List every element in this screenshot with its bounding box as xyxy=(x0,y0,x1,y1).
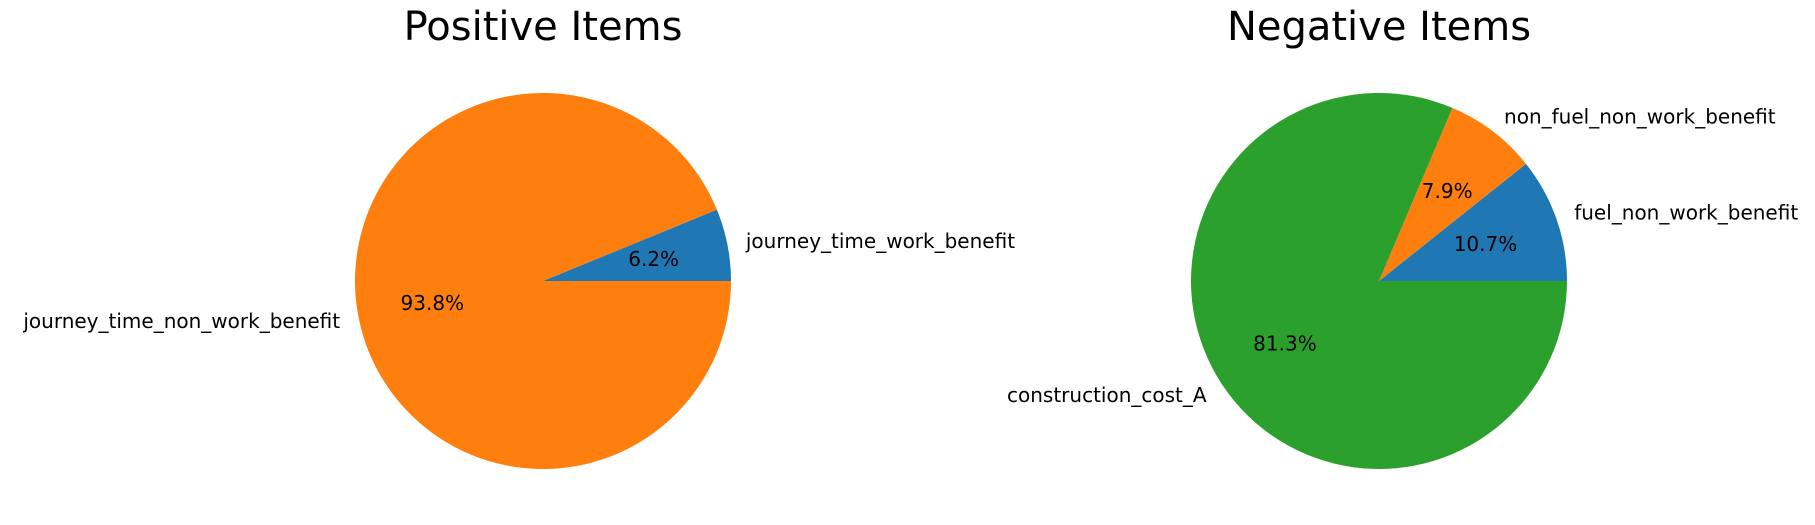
pie-slice-non-fuel-non-work-benefit xyxy=(1379,107,1527,281)
slice-label-non-fuel-non-work-benefit: non_fuel_non_work_benefit xyxy=(1504,104,1776,128)
pie-slice-construction-cost-a xyxy=(1190,92,1567,469)
positive-items-pie: 6.2% journey_time_work_benefit 93.8% journe… xyxy=(22,4,1015,470)
pct-label-non-fuel-non-work-benefit: 7.9% xyxy=(1422,179,1473,203)
chart-title-positive: Positive Items xyxy=(404,4,683,50)
pct-label-construction-cost-a: 81.3% xyxy=(1253,331,1317,355)
slice-label-journey-time-work-benefit: journey_time_work_benefit xyxy=(745,229,1015,253)
pct-label-journey-time-work-benefit: 6.2% xyxy=(628,247,679,271)
negative-items-pie: 10.7% fuel_non_work_benefit 7.9% non_fuel_n… xyxy=(1007,4,1798,469)
slice-label-fuel-non-work-benefit: fuel_non_work_benefit xyxy=(1574,201,1798,225)
pct-label-journey-time-non-work-benefit: 93.8% xyxy=(401,291,465,315)
pie-slice-journey-time-non-work-benefit xyxy=(354,93,731,470)
pct-label-fuel-non-work-benefit: 10.7% xyxy=(1454,232,1518,256)
chart-title-negative: Negative Items xyxy=(1227,4,1531,50)
pie-slice-journey-time-work-benefit xyxy=(543,209,731,281)
pie-slice-fuel-non-work-benefit xyxy=(1379,163,1567,281)
slice-label-construction-cost-a: construction_cost_A xyxy=(1007,383,1207,407)
slice-label-journey-time-non-work-benefit: journey_time_non_work_benefit xyxy=(22,309,340,333)
